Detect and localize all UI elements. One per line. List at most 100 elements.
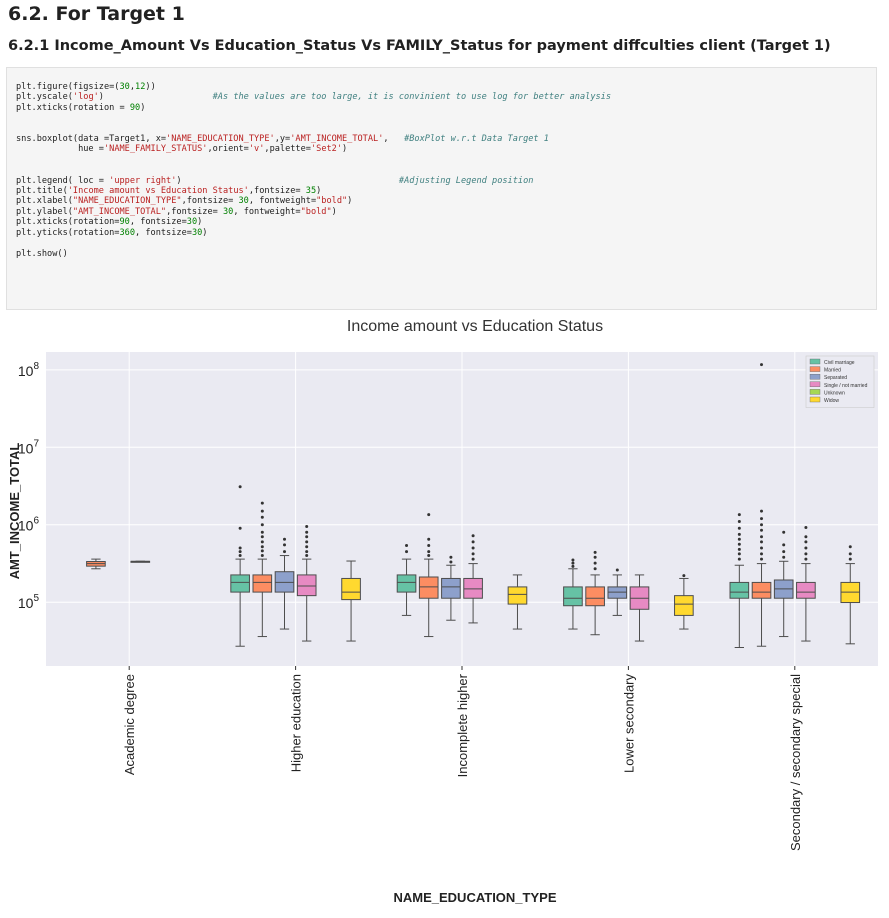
box bbox=[507, 586, 528, 605]
outlier-point bbox=[737, 532, 741, 536]
outlier-point bbox=[305, 545, 309, 549]
outlier-point bbox=[427, 554, 431, 558]
outlier-point bbox=[471, 546, 475, 550]
chart-title: Income amount vs Education Status bbox=[347, 318, 603, 335]
outlier-point bbox=[593, 555, 597, 559]
box-civil-marriage bbox=[729, 513, 750, 648]
outlier-point bbox=[737, 513, 741, 517]
outlier-point bbox=[593, 567, 597, 571]
y-axis-label: AMT_INCOME_TOTAL bbox=[7, 443, 22, 580]
outlier-point bbox=[449, 560, 453, 564]
legend-label: Separated bbox=[824, 375, 847, 381]
outlier-point bbox=[571, 561, 575, 565]
code-line: plt.yscale('log') #As the values are too… bbox=[16, 92, 612, 103]
outlier-point bbox=[283, 550, 287, 554]
outlier-point bbox=[305, 554, 309, 558]
outlier-point bbox=[260, 535, 264, 539]
outlier-point bbox=[260, 523, 264, 527]
box-widow bbox=[341, 560, 361, 642]
outlier-point bbox=[305, 524, 309, 528]
outlier-point bbox=[737, 557, 741, 561]
box bbox=[396, 574, 417, 593]
box-civil-marriage bbox=[230, 485, 250, 647]
legend-swatch bbox=[809, 366, 821, 372]
outlier-point bbox=[804, 557, 808, 561]
outlier-point bbox=[804, 552, 808, 556]
outlier-point bbox=[804, 526, 808, 530]
box bbox=[674, 595, 694, 616]
outlier-point bbox=[682, 574, 686, 578]
legend-label: Unknown bbox=[824, 390, 845, 396]
box-separated bbox=[773, 530, 794, 638]
outlier-point bbox=[571, 558, 575, 562]
outlier-point bbox=[760, 363, 764, 367]
outlier-point bbox=[760, 552, 764, 556]
outlier-point bbox=[804, 540, 808, 544]
outlier-point bbox=[737, 526, 741, 530]
box-civil-marriage bbox=[396, 543, 417, 616]
outlier-point bbox=[737, 552, 741, 556]
box bbox=[563, 586, 583, 607]
code-line: plt.title('Income amount vs Education St… bbox=[16, 186, 322, 197]
outlier-point bbox=[427, 543, 431, 547]
code-line: plt.legend( loc = 'upper right') #Adjust… bbox=[16, 175, 534, 186]
box bbox=[418, 576, 439, 599]
outlier-point bbox=[593, 550, 597, 554]
box-single-not-married bbox=[796, 526, 816, 642]
outlier-point bbox=[238, 485, 242, 489]
box bbox=[751, 581, 772, 599]
x-axis-ticks: Academic degree Higher education Incomplet… bbox=[122, 666, 803, 851]
box-separated bbox=[441, 555, 461, 621]
outlier-point bbox=[848, 552, 852, 556]
outlier-point bbox=[238, 546, 242, 550]
box bbox=[441, 577, 461, 599]
outlier-point bbox=[305, 540, 309, 544]
box-widow bbox=[507, 574, 528, 630]
outlier-point bbox=[260, 554, 264, 558]
y-tick-exponent: 8 bbox=[33, 361, 39, 372]
box-single-not-married bbox=[629, 574, 650, 642]
outlier-point bbox=[238, 526, 242, 530]
outlier-point bbox=[471, 540, 475, 544]
box-civil-marriage bbox=[563, 558, 583, 630]
outlier-point bbox=[471, 552, 475, 556]
x-tick-label: Secondary / secondary special bbox=[788, 674, 803, 851]
box bbox=[463, 577, 483, 599]
outlier-point bbox=[760, 535, 764, 539]
box-married bbox=[418, 513, 439, 638]
outlier-point bbox=[804, 535, 808, 539]
outlier-point bbox=[804, 546, 808, 550]
outlier-point bbox=[260, 530, 264, 534]
outlier-point bbox=[283, 537, 287, 541]
legend-label: Single / not married bbox=[824, 383, 868, 389]
code-line: sns.boxplot(data =Target1, x='NAME_EDUCA… bbox=[16, 134, 549, 145]
outlier-point bbox=[760, 557, 764, 561]
outlier-point bbox=[427, 537, 431, 541]
outlier-point bbox=[760, 540, 764, 544]
code-line: plt.xlabel("NAME_EDUCATION_TYPE",fontsiz… bbox=[16, 196, 353, 207]
box bbox=[296, 574, 317, 597]
outlier-point bbox=[760, 523, 764, 527]
outlier-point bbox=[238, 554, 242, 558]
legend-label: Married bbox=[824, 368, 841, 374]
outlier-point bbox=[760, 509, 764, 513]
outlier-point bbox=[238, 550, 242, 554]
box-single-not-married bbox=[296, 524, 317, 642]
code-cell[interactable]: plt.figure(figsize=(30,12)) plt.yscale('… bbox=[6, 67, 877, 310]
y-tick-base: 10 bbox=[18, 440, 34, 456]
y-tick-exponent: 6 bbox=[33, 516, 39, 527]
y-tick-exponent: 5 bbox=[33, 593, 39, 604]
code-line: plt.xticks(rotation=90, fontsize=30) bbox=[16, 217, 203, 228]
box-married bbox=[751, 363, 772, 647]
outlier-point bbox=[760, 517, 764, 521]
y-tick-base: 10 bbox=[18, 518, 34, 534]
outlier-point bbox=[260, 545, 264, 549]
outlier-point bbox=[593, 561, 597, 565]
outlier-point bbox=[782, 555, 786, 559]
box bbox=[796, 581, 816, 599]
y-tick-label: 107 bbox=[18, 438, 40, 456]
y-tick-label: 106 bbox=[18, 516, 40, 534]
outlier-point bbox=[449, 555, 453, 559]
